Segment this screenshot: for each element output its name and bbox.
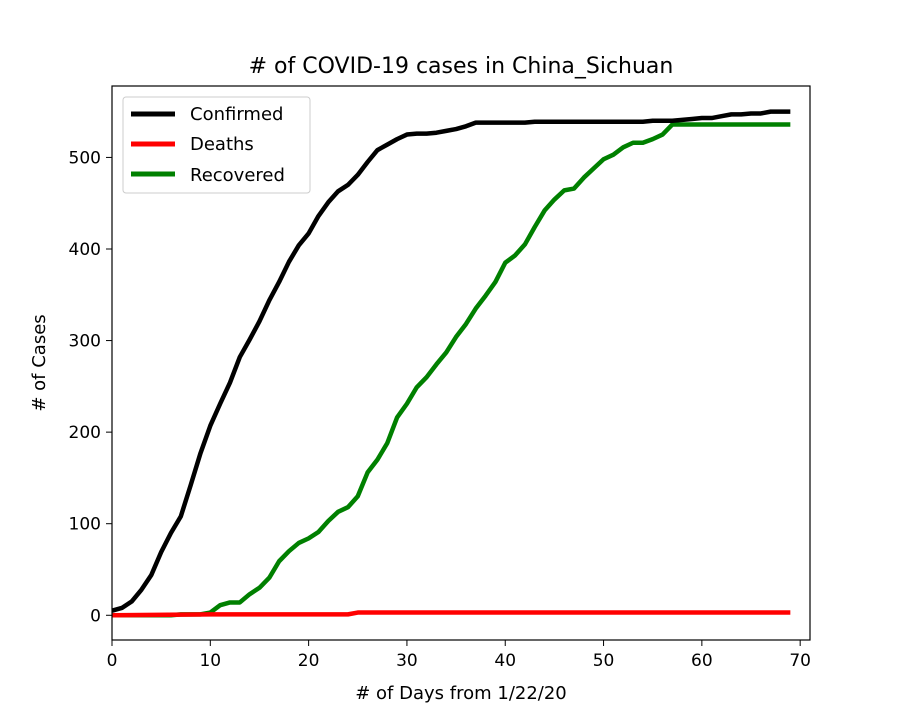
legend-box (122, 96, 311, 194)
plot-lines (111, 109, 791, 618)
x-axis: 0 10 20 30 40 50 60 70 (107, 640, 811, 671)
x-tick-label: 40 (494, 651, 516, 671)
chart-title: # of COVID-19 cases in China_Sichuan (249, 54, 674, 79)
x-tick-label: 30 (396, 651, 418, 671)
legend-label-recovered: Recovered (190, 165, 285, 186)
x-tick-label: 0 (107, 651, 118, 671)
legend-label-confirmed: Confirmed (190, 104, 283, 125)
y-tick-label: 300 (69, 332, 101, 352)
plot-frame (111, 85, 811, 641)
series-line-confirmed (111, 109, 791, 613)
series-line-deaths (111, 610, 791, 618)
x-tick-label: 50 (593, 651, 615, 671)
y-tick-label: 0 (90, 606, 101, 626)
legend: Confirmed Deaths Recovered (122, 96, 311, 194)
y-tick-label: 400 (69, 240, 101, 260)
x-tick-label: 70 (789, 651, 811, 671)
y-axis-label: # of Cases (29, 314, 50, 411)
y-tick-label: 500 (69, 148, 101, 168)
series-line-recovered (112, 122, 791, 618)
y-axis: 0 100 200 300 400 500 (69, 148, 112, 626)
x-tick-label: 60 (691, 651, 713, 671)
x-tick-label: 10 (199, 651, 221, 671)
x-tick-label: 20 (298, 651, 320, 671)
y-tick-label: 100 (69, 515, 101, 535)
x-axis-label: # of Days from 1/22/20 (355, 683, 567, 704)
legend-label-deaths: Deaths (190, 134, 254, 155)
y-tick-label: 200 (69, 423, 101, 443)
